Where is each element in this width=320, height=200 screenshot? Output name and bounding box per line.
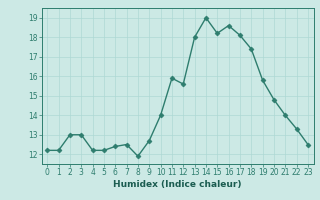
X-axis label: Humidex (Indice chaleur): Humidex (Indice chaleur): [113, 180, 242, 189]
